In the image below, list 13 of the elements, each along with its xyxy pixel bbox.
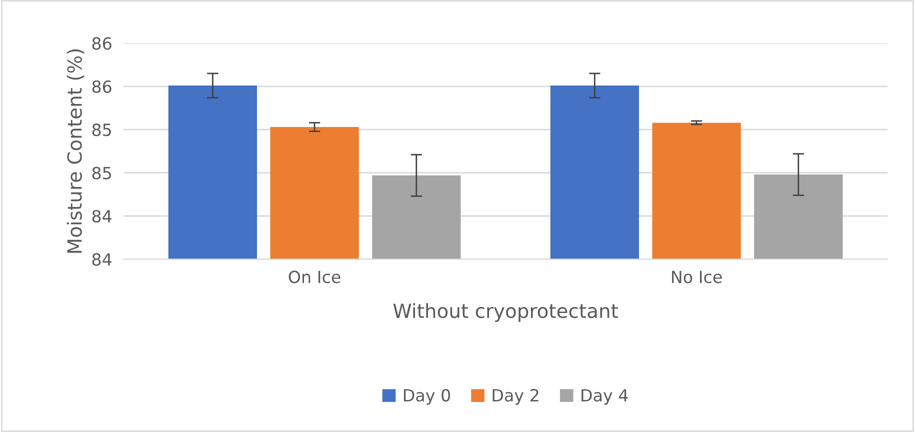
x-axis-title: Without cryoprotectant bbox=[393, 303, 618, 322]
y-tick-label: 86 bbox=[92, 80, 112, 93]
y-tick-label: 85 bbox=[92, 166, 111, 180]
y-tick-label: 84 bbox=[92, 253, 112, 266]
legend-label: Day 2 bbox=[492, 388, 538, 405]
x-tick-label: On Ice bbox=[288, 270, 340, 284]
y-tick-label: 86 bbox=[92, 37, 112, 50]
x-tick-label: No Ice bbox=[672, 270, 722, 284]
y-axis-title: Moisture Content (%) bbox=[66, 49, 84, 253]
legend-label: Day 0 bbox=[404, 388, 450, 405]
y-tick-label: 85 bbox=[92, 124, 111, 136]
y-tick-label: 84 bbox=[92, 210, 112, 223]
legend-label: Day 4 bbox=[582, 389, 628, 405]
